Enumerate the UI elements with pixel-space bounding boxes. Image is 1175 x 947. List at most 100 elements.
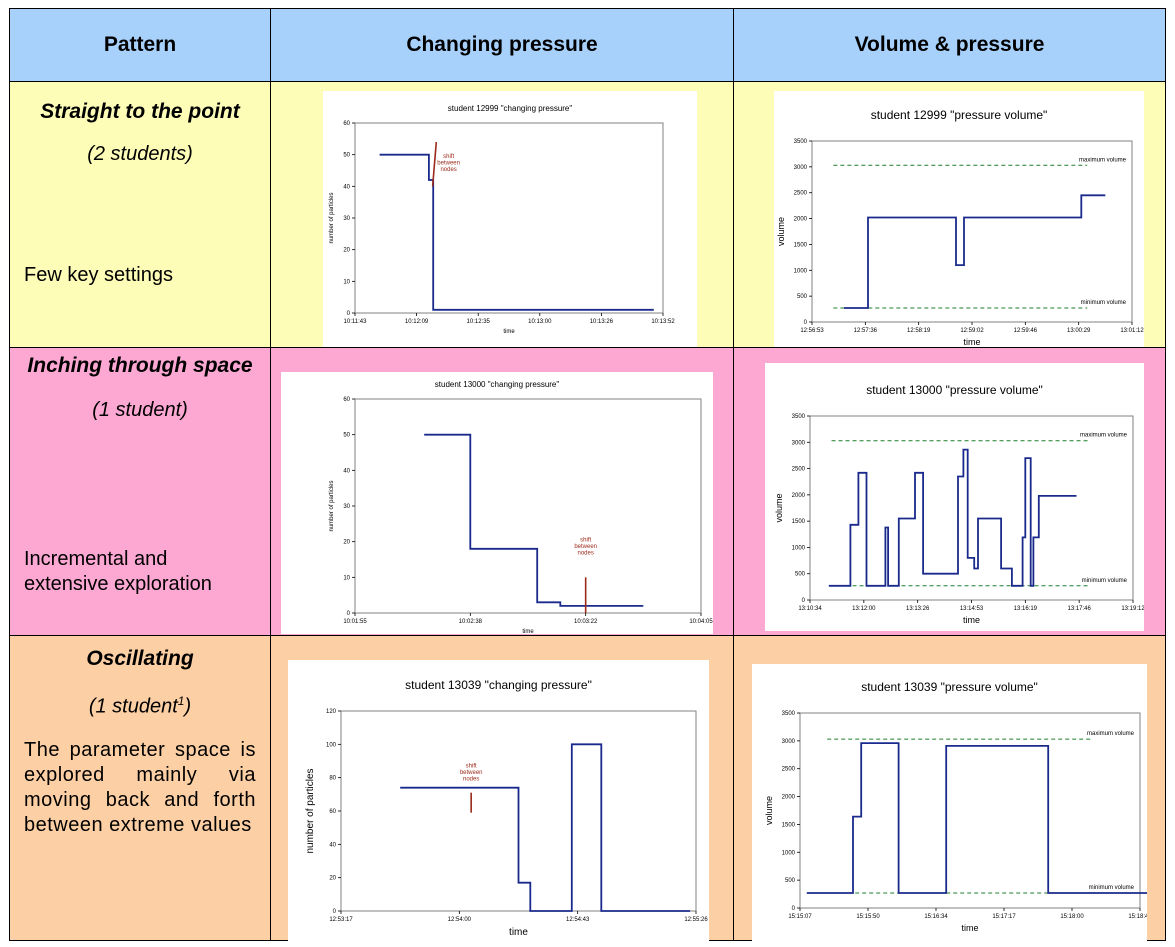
- chart-cell-p1: student 12999 "changing pressure" 0 10 20 30…: [270, 81, 734, 348]
- x-tick-label: 12:55:26: [684, 917, 708, 923]
- x-tick-label: 12:54:00: [448, 917, 472, 923]
- y-axis-label: number of particles: [329, 192, 335, 243]
- x-tick-label: 13:01:12: [1120, 328, 1144, 334]
- x-tick-label: 10:03:22: [574, 619, 598, 625]
- pattern-count: (2 students): [87, 143, 193, 165]
- x-tick-label: 13:12:00: [852, 606, 876, 612]
- y-tick-label: 60: [343, 121, 350, 127]
- y-tick-label: 40: [329, 842, 336, 848]
- y-tick-label: 2000: [792, 493, 806, 499]
- x-tick-label: 10:13:26: [590, 319, 614, 325]
- y-axis-label: number of particles: [329, 480, 335, 531]
- series-line: [844, 194, 1106, 309]
- y-tick-label: 0: [792, 906, 796, 912]
- y-tick-label: 30: [343, 216, 350, 222]
- y-tick-label: 50: [343, 433, 350, 439]
- series-line: [400, 743, 691, 912]
- header-pattern: Pattern: [9, 8, 271, 82]
- y-axis-label: volume: [774, 493, 784, 522]
- series-line: [828, 448, 1077, 587]
- y-tick-label: 3500: [794, 139, 808, 145]
- x-tick-label: 13:19:12: [1121, 606, 1144, 612]
- shift-marker: [431, 141, 438, 187]
- plot-area: [799, 712, 1141, 909]
- y-tick-label: 3500: [792, 414, 806, 420]
- series-line: [379, 153, 654, 311]
- y-tick-label: 0: [347, 611, 351, 617]
- y-tick-label: 1000: [792, 545, 806, 551]
- y-tick-label: 3000: [794, 165, 808, 171]
- y-tick-label: 20: [343, 540, 350, 546]
- shift-annotation: shift between nodes: [460, 764, 483, 783]
- pattern-description: The parameter space is explored mainly v…: [24, 738, 256, 836]
- y-tick-label: 0: [802, 598, 806, 604]
- x-tick-label: 15:18:00: [1060, 914, 1084, 920]
- y-tick-label: 1500: [794, 242, 808, 248]
- y-tick-label: 30: [343, 504, 350, 510]
- y-tick-label: 2500: [782, 767, 796, 773]
- x-tick-label: 13:10:34: [798, 606, 822, 612]
- x-axis-label: time: [961, 923, 978, 933]
- y-tick-label: 1500: [782, 822, 796, 828]
- x-tick-label: 15:18:43: [1128, 914, 1147, 920]
- reference-line-label: maximum volume: [1087, 731, 1135, 737]
- chart-title: student 13039 "changing pressure": [405, 678, 592, 692]
- pattern-cell-inching: Inching through space (1 student) Increm…: [9, 347, 271, 636]
- x-tick-label: 12:53:17: [329, 917, 353, 923]
- x-tick-label: 13:13:26: [906, 606, 930, 612]
- shift-annotation: shift between nodes: [574, 538, 597, 557]
- pattern-count-close: ): [184, 695, 192, 718]
- pattern-count: (1 student1): [24, 694, 256, 719]
- y-tick-label: 3000: [792, 440, 806, 446]
- chart-title: student 13039 "pressure volume": [861, 680, 1038, 694]
- y-tick-label: 500: [795, 572, 806, 578]
- reference-line-label: maximum volume: [1080, 433, 1128, 439]
- x-tick-label: 15:16:34: [924, 914, 948, 920]
- x-tick-label: 10:04:05: [689, 619, 713, 625]
- y-tick-label: 2000: [782, 795, 796, 801]
- x-axis-label: time: [509, 927, 528, 938]
- footnote-marker: 1: [177, 694, 185, 708]
- x-tick-label: 10:11:43: [344, 319, 368, 325]
- chart-student-13039-pressure-volume: student 13039 "pressure volume" 0 500 1000 1…: [764, 680, 1175, 933]
- x-tick-label: 13:00:29: [1067, 328, 1091, 334]
- shift-annotation: shift between nodes: [437, 154, 460, 173]
- x-tick-label: 15:17:17: [992, 914, 1016, 920]
- y-axis-label: volume: [764, 796, 774, 825]
- x-axis-label: time: [503, 329, 515, 335]
- y-axis-label: volume: [776, 217, 786, 246]
- plot-area: [811, 140, 1133, 323]
- y-tick-label: 10: [343, 279, 350, 285]
- pattern-count-text: (1 student: [88, 695, 178, 718]
- x-tick-label: 15:15:50: [856, 914, 880, 920]
- x-tick-label: 12:58:19: [907, 328, 931, 334]
- chart-cell-v1: student 12999 "pressure volume" 0 500 1000 1…: [733, 81, 1166, 348]
- chart-student-13000-changing-pressure: student 13000 "changing pressure" 0 10 20 30…: [329, 380, 713, 635]
- y-tick-label: 20: [329, 876, 336, 882]
- x-tick-label: 15:15:07: [788, 914, 812, 920]
- chart-cell-v2: student 13000 "pressure volume" 0 500 1000 1…: [733, 347, 1166, 636]
- x-tick-label: 10:13:00: [528, 319, 552, 325]
- pattern-title: Straight to the point: [40, 100, 240, 123]
- y-tick-label: 40: [343, 468, 350, 474]
- plot-area: [354, 122, 664, 314]
- y-tick-label: 3500: [782, 711, 796, 717]
- y-tick-label: 50: [343, 153, 350, 159]
- x-tick-label: 13:16:19: [1014, 606, 1038, 612]
- x-tick-label: 12:54:43: [566, 917, 590, 923]
- x-tick-label: 10:01:55: [343, 619, 367, 625]
- plot-area: [354, 398, 702, 614]
- chart-student-13000-pressure-volume: student 13000 "pressure volume" 0 500 1000 1…: [774, 383, 1145, 625]
- x-tick-label: 10:12:35: [467, 319, 491, 325]
- pattern-description: Few key settings: [24, 264, 173, 286]
- pattern-count: (1 student): [92, 399, 188, 421]
- pattern-table: Pattern Changing pressure Volume & press…: [9, 8, 1175, 942]
- y-tick-label: 2000: [794, 217, 808, 223]
- x-tick-label: 12:59:02: [960, 328, 984, 334]
- pattern-title: Oscillating: [86, 647, 194, 670]
- y-tick-label: 3000: [782, 739, 796, 745]
- y-tick-label: 60: [343, 397, 350, 403]
- y-tick-label: 0: [333, 909, 337, 915]
- pattern-cell-oscillating: Oscillating (1 student1) The parameter s…: [9, 635, 271, 941]
- y-tick-label: 1000: [794, 268, 808, 274]
